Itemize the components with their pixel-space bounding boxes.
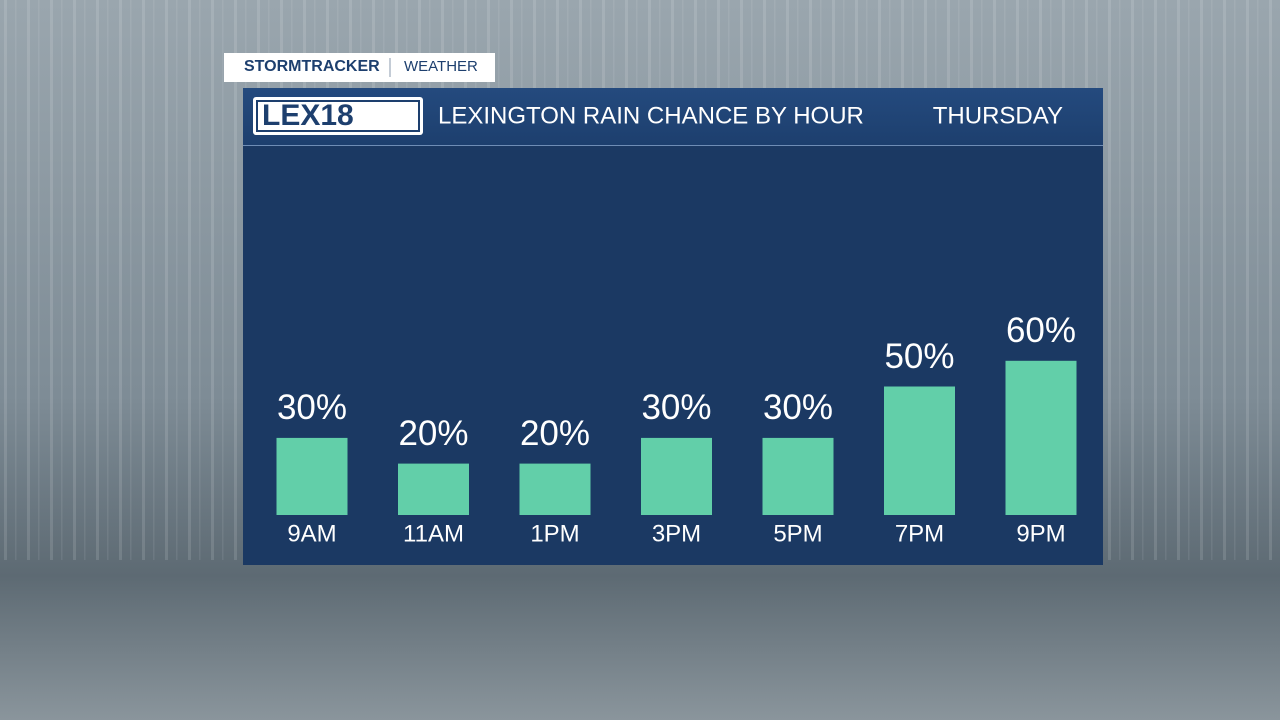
value-label: 50%: [884, 337, 954, 376]
bar: [1005, 360, 1077, 515]
x-tick-label: 9AM: [287, 520, 336, 547]
bar: [641, 437, 712, 515]
logo-frame: [256, 100, 420, 132]
value-label: 20%: [398, 414, 468, 453]
x-tick-label: 9PM: [1016, 520, 1065, 547]
chart-subtitle: THURSDAY: [933, 102, 1063, 129]
bar: [884, 386, 955, 515]
x-tick-label: 5PM: [773, 520, 822, 547]
bar: [762, 437, 834, 515]
value-label: 20%: [520, 414, 590, 453]
bar: [398, 463, 469, 515]
value-label: 30%: [763, 388, 833, 427]
logo-box: [253, 97, 423, 135]
x-tick-label: 11AM: [403, 520, 464, 547]
brand-section: WEATHER: [404, 58, 478, 75]
brand-tag: [224, 53, 495, 82]
x-tick-label: 7PM: [895, 520, 944, 547]
logo: LEX18: [262, 99, 354, 132]
chart-title: LEXINGTON RAIN CHANCE BY HOUR: [438, 102, 864, 129]
value-label: 30%: [277, 388, 347, 427]
value-label: 30%: [641, 388, 711, 427]
bar: [519, 463, 591, 515]
x-tick-label: 1PM: [530, 520, 579, 547]
brand-name: StormTracker: [244, 58, 380, 75]
value-label: 60%: [1006, 311, 1076, 350]
bar: [276, 437, 348, 515]
x-tick-label: 3PM: [652, 520, 701, 547]
plot-area: 30% 9AM 20% 11AM 20% 1PM 30% 3PM 30% 5PM 50% 7PM 60%…: [276, 311, 1077, 547]
